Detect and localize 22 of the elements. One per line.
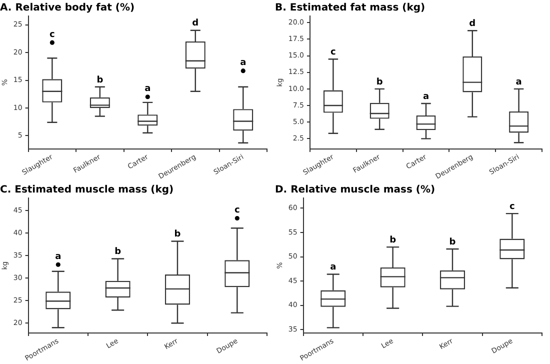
annotation: a — [330, 262, 336, 273]
annotation: a — [422, 92, 430, 102]
annotation: c — [50, 30, 55, 40]
annotation: b — [174, 230, 182, 240]
annotation: a — [240, 58, 246, 68]
annotation: b — [96, 75, 104, 86]
annotation: b — [390, 235, 397, 246]
chart-title: B. Estimated fat mass (kg) — [275, 2, 426, 14]
annotation: a — [516, 77, 522, 88]
annotation: a — [55, 252, 62, 262]
chart-title: A. Relative body fat (%) — [0, 2, 135, 14]
annotation: b — [449, 237, 456, 248]
chart-title: D. Relative muscle mass (%) — [275, 184, 436, 196]
annotation: b — [376, 77, 384, 88]
annotation: a — [144, 84, 151, 94]
annotation: c — [509, 202, 515, 212]
annotation: c — [234, 206, 240, 216]
annotation: d — [469, 18, 476, 29]
chart-title: C. Estimated muscle mass (kg) — [0, 184, 174, 196]
annotation: c — [330, 47, 336, 58]
annotation: d — [192, 18, 199, 29]
annotation: b — [114, 247, 122, 258]
